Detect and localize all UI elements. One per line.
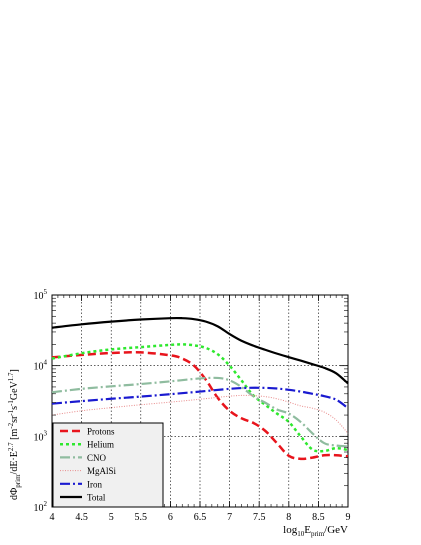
legend-label-protons: Protons [87,427,115,437]
x-tick-label: 4.5 [75,512,88,523]
x-tick-label: 5 [109,512,114,523]
x-tick-label: 7 [227,512,232,523]
legend-box [52,422,164,508]
y-axis-label: dΦprim/dE·E2.7 [m-2sr-1s-1GeV1.7] [7,369,22,500]
legend: Protons Helium CNO MgAlSi Iron Total [52,422,164,508]
y-tick-label: 104 [34,359,48,373]
x-tick-label: 4 [50,512,55,523]
x-tick-label: 8.5 [312,512,325,523]
series-group [51,316,349,461]
x-tick-label: 6 [168,512,173,523]
grid [52,295,348,507]
legend-label-cno: CNO [87,453,107,463]
x-tick-label: 5.5 [135,512,148,523]
axes: 4 4.5 5 5.5 6 6.5 7 7.5 8 8.5 9 102 103 104 105 [34,288,351,523]
y-tick-label: 102 [34,500,48,514]
series-line-protons [51,351,349,461]
legend-label-total: Total [87,493,106,503]
y-tick-label: 103 [34,429,48,443]
x-axis-label: log10Eprim/GeV [283,524,348,538]
x-tick-label: 9 [346,512,351,523]
y-tick-label: 105 [34,288,48,302]
series-line-total [51,316,349,385]
series-line-mgalsi [51,394,349,434]
legend-label-mgalsi: MgAlSi [87,466,117,476]
series-line-helium [51,343,349,453]
legend-label-iron: Iron [87,479,102,489]
legend-label-helium: Helium [87,440,114,450]
x-tick-label: 8 [286,512,291,523]
x-tick-label: 7.5 [253,512,266,523]
series-line-cno [51,376,349,448]
x-tick-label: 6.5 [194,512,207,523]
series-line-iron [51,386,349,410]
